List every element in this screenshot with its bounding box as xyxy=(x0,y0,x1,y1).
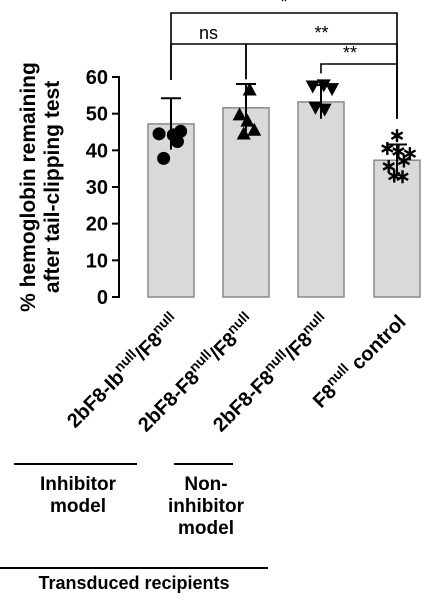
data-point xyxy=(152,127,166,141)
data-point xyxy=(403,147,417,161)
data-point xyxy=(382,159,395,173)
x-tick-label-part: 2bF8-Ib xyxy=(63,367,129,433)
data-point xyxy=(305,80,320,94)
significance-bracket xyxy=(170,43,247,80)
x-tick-label-part: 2bF8-F8 xyxy=(134,367,204,437)
x-tick-labels: 2bF8-Ibnull/F8null2bF8-F8null/F8null2bF8… xyxy=(63,308,410,437)
significance-label: ** xyxy=(314,23,328,43)
significance-label: * xyxy=(280,0,287,12)
data-point xyxy=(242,82,257,96)
y-tick-label: 20 xyxy=(86,214,108,236)
significance-brackets: * ns ** ** xyxy=(170,0,398,119)
bar-chart: % hemoglobin remaining after tail-clippin… xyxy=(17,0,421,437)
y-tick-label: 0 xyxy=(97,287,108,309)
y-tick-label: 60 xyxy=(86,67,108,89)
data-point xyxy=(317,103,332,117)
significance-label: ns xyxy=(199,23,218,43)
bar xyxy=(373,159,421,298)
transduced-recipients-rule xyxy=(0,567,268,569)
data-point xyxy=(170,135,184,149)
x-tick-label-part: 2bF8-F8 xyxy=(209,367,279,437)
data-point xyxy=(397,154,411,168)
data-point xyxy=(325,83,340,97)
y-tick-label: 30 xyxy=(86,177,108,199)
data-point xyxy=(396,170,409,184)
data-point xyxy=(316,79,331,93)
data-point xyxy=(392,144,405,158)
data-point xyxy=(390,129,404,143)
significance-label: ** xyxy=(343,43,357,63)
data-point xyxy=(381,142,394,155)
bar xyxy=(297,101,345,298)
y-tick-label: 50 xyxy=(86,104,108,126)
data-points xyxy=(152,79,417,184)
data-point xyxy=(236,126,251,140)
non-inhibitor-model-label: Non- inhibitor model xyxy=(168,474,244,539)
significance-bracket xyxy=(320,63,398,119)
y-axis: 0 10 20 30 40 50 60 xyxy=(86,67,120,309)
data-point xyxy=(247,122,262,136)
non-inhibitor-group-rule xyxy=(174,463,233,465)
bars xyxy=(147,82,421,298)
inhibitor-group-rule xyxy=(14,463,137,465)
data-point xyxy=(232,107,247,121)
data-point xyxy=(157,151,171,165)
data-point xyxy=(240,113,255,127)
y-axis-label-line: % hemoglobin remaining xyxy=(17,62,40,312)
bar xyxy=(147,123,195,298)
x-tick-label-part: control xyxy=(343,311,410,378)
y-axis-label: % hemoglobin remaining after tail-clippin… xyxy=(17,62,64,312)
transduced-recipients-label: Transduced recipients xyxy=(38,573,230,593)
y-axis-label-line: after tail-clipping test xyxy=(41,81,64,293)
y-tick-label: 40 xyxy=(86,140,108,162)
inhibitor-model-label: Inhibitor model xyxy=(40,474,116,517)
y-tick-label: 10 xyxy=(86,250,108,272)
